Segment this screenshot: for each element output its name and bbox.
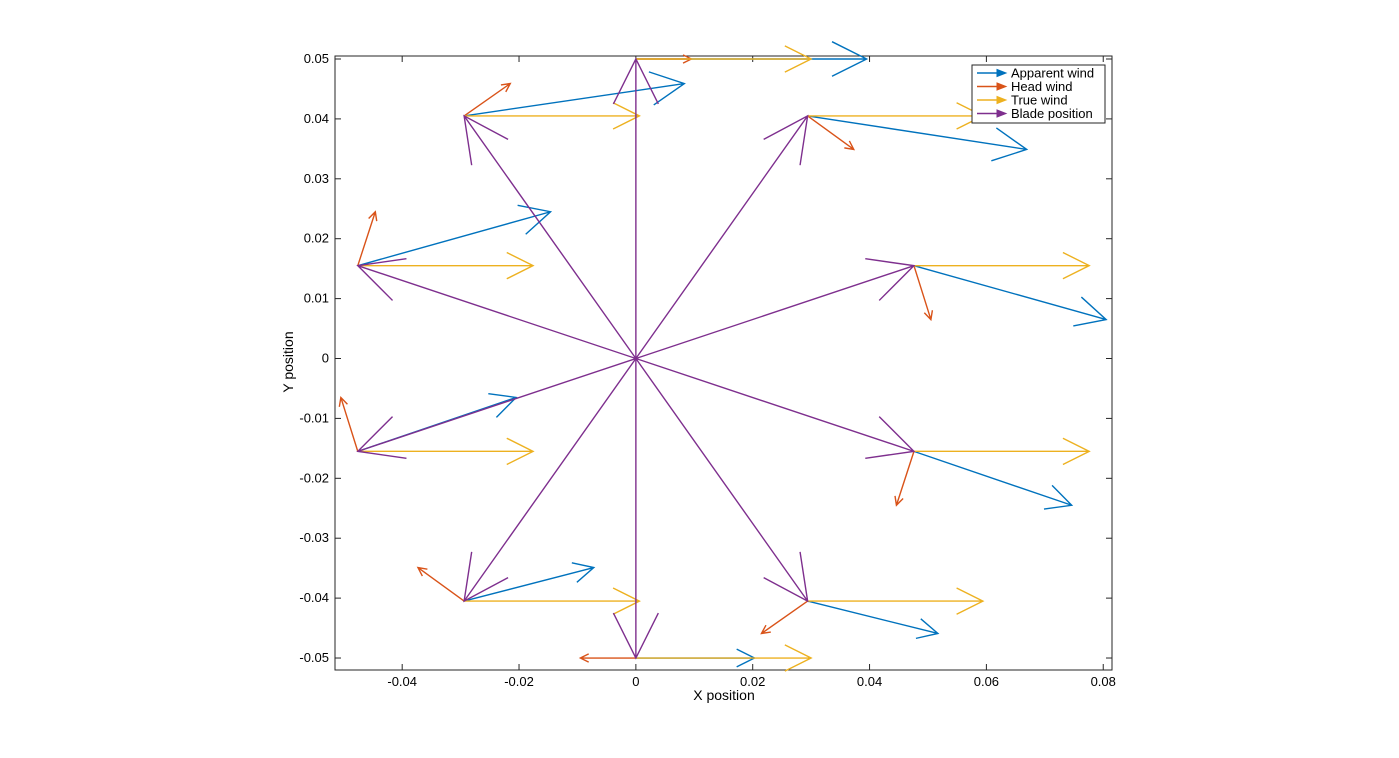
x-tick-label: -0.04 bbox=[387, 674, 417, 689]
plot-area: -0.04 -0.02 0 0.02 0.04 0.06 0.08 -0.05 -0.04 -0.… bbox=[299, 41, 1116, 689]
x-tick-label: -0.02 bbox=[504, 674, 534, 689]
arrow bbox=[464, 71, 686, 117]
arrow bbox=[357, 210, 378, 266]
arrow bbox=[463, 358, 637, 603]
axis-ticks: -0.04 -0.02 0 0.02 0.04 0.06 0.08 -0.05 -0.04 -0.… bbox=[299, 51, 1116, 689]
series-blade-position bbox=[356, 57, 916, 660]
arrow bbox=[463, 114, 637, 359]
arrow bbox=[357, 251, 535, 280]
arrow bbox=[635, 114, 809, 359]
x-tick-label: 0 bbox=[632, 674, 639, 689]
arrow bbox=[357, 437, 535, 466]
legend-swatch-head bbox=[996, 68, 1008, 78]
y-tick-label: 0.03 bbox=[304, 171, 329, 186]
y-tick-label: -0.02 bbox=[299, 470, 329, 485]
arrow bbox=[612, 358, 659, 660]
arrow bbox=[356, 258, 637, 360]
arrow bbox=[913, 265, 934, 322]
arrow bbox=[635, 258, 916, 360]
legend-entry: True wind bbox=[977, 93, 1068, 108]
y-axis-label: Y position bbox=[280, 331, 296, 392]
series-head-wind bbox=[338, 54, 934, 663]
arrow bbox=[635, 644, 813, 672]
arrow bbox=[807, 115, 856, 151]
y-tick-label: 0.01 bbox=[304, 291, 329, 306]
x-tick-label: 0.02 bbox=[740, 674, 765, 689]
arrow bbox=[635, 357, 916, 459]
x-tick-label: 0.06 bbox=[974, 674, 999, 689]
y-tick-label: 0.04 bbox=[304, 111, 329, 126]
arrow bbox=[464, 587, 641, 615]
legend-entry: Blade position bbox=[977, 106, 1093, 121]
legend-label: Blade position bbox=[1011, 106, 1093, 121]
arrow bbox=[463, 82, 512, 117]
arrow bbox=[894, 451, 915, 507]
arrow bbox=[807, 587, 985, 615]
legend-swatch-head bbox=[996, 95, 1008, 105]
y-tick-label: -0.04 bbox=[299, 590, 329, 605]
legend-label: True wind bbox=[1011, 93, 1068, 108]
arrow bbox=[578, 653, 636, 663]
arrow bbox=[463, 562, 596, 602]
arrow bbox=[612, 57, 659, 359]
arrow bbox=[913, 264, 1108, 327]
arrow bbox=[464, 102, 641, 130]
arrow bbox=[635, 45, 813, 73]
arrow bbox=[356, 357, 637, 459]
legend-label: Head wind bbox=[1011, 79, 1072, 94]
arrow bbox=[635, 358, 809, 603]
y-tick-label: -0.01 bbox=[299, 410, 329, 425]
arrow bbox=[913, 437, 1091, 466]
y-tick-label: 0.05 bbox=[304, 51, 329, 66]
y-tick-label: -0.03 bbox=[299, 530, 329, 545]
arrow bbox=[807, 600, 940, 640]
legend-label: Apparent wind bbox=[1011, 66, 1094, 81]
x-axis-label: X position bbox=[693, 687, 754, 703]
legend-entry: Head wind bbox=[977, 79, 1072, 94]
arrow bbox=[416, 566, 465, 602]
y-tick-label: -0.05 bbox=[299, 650, 329, 665]
y-tick-label: 0.02 bbox=[304, 231, 329, 246]
arrow bbox=[913, 450, 1074, 510]
legend-swatch-head bbox=[996, 109, 1008, 118]
arrow bbox=[913, 251, 1091, 280]
vector-field bbox=[338, 41, 1108, 672]
x-tick-label: 0.04 bbox=[857, 674, 882, 689]
axes-frame bbox=[334, 55, 1113, 671]
arrow bbox=[807, 115, 1029, 162]
arrow bbox=[760, 600, 809, 635]
legend-swatch-head bbox=[996, 82, 1008, 91]
y-tick-label: 0 bbox=[322, 351, 329, 366]
x-tick-label: 0.08 bbox=[1091, 674, 1116, 689]
legend-entry: Apparent wind bbox=[977, 66, 1094, 81]
arrow bbox=[338, 395, 359, 452]
